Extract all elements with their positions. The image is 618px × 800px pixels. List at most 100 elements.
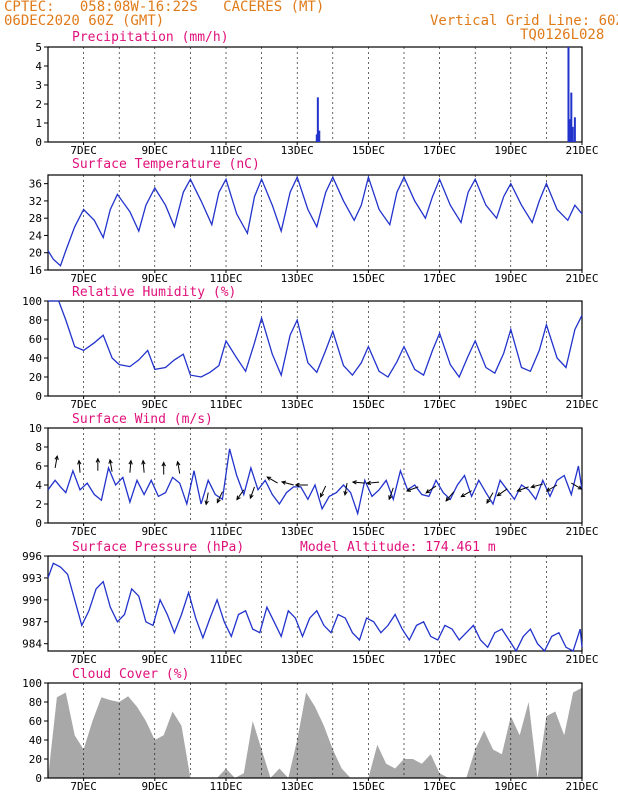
x-tick-label: 11DEC (209, 525, 242, 538)
precip-bar (316, 97, 319, 142)
panel-title: Surface Wind (m/s) (72, 412, 213, 427)
panel-frame (47, 174, 583, 271)
x-tick-label: 7DEC (70, 398, 97, 411)
y-tick-label: 0 (35, 136, 42, 149)
wind-arrow-head (204, 500, 209, 506)
x-tick-label: 19DEC (494, 780, 527, 793)
x-tick-label: 15DEC (352, 780, 385, 793)
wind-arrow (460, 490, 472, 498)
wind-arrow (517, 486, 529, 492)
series-line (47, 562, 583, 653)
wind-arrow (367, 481, 380, 484)
y-tick-label: 993 (22, 572, 42, 585)
x-tick-label: 21DEC (565, 398, 598, 411)
y-tick-label: 28 (29, 212, 42, 225)
x-tick-label: 19DEC (494, 272, 527, 285)
wind-arrow-head (161, 461, 166, 467)
wind-arrow (486, 492, 494, 504)
wind-arrow-head (141, 459, 146, 465)
wind-arrow-head (77, 459, 82, 465)
wind-arrow-head (577, 485, 583, 490)
x-tick-label: 21DEC (565, 144, 598, 157)
panel-frame (47, 555, 583, 652)
wind-arrow-head (294, 482, 300, 488)
x-tick-label: 15DEC (352, 144, 385, 157)
series-line (47, 448, 583, 516)
y-tick-label: 10 (29, 422, 42, 435)
panel-6 (44, 682, 583, 781)
panel-2 (44, 174, 583, 273)
x-tick-label: 13DEC (281, 144, 314, 157)
wind-arrow-head (95, 457, 101, 463)
wind-arrow (266, 476, 278, 484)
y-tick-label: 2 (35, 98, 42, 111)
x-tick-label: 13DEC (281, 525, 314, 538)
y-tick-label: 2 (35, 498, 42, 511)
x-tick-label: 21DEC (565, 780, 598, 793)
precip-bar (571, 126, 574, 142)
y-tick-label: 20 (29, 371, 42, 384)
panel-4 (44, 427, 583, 526)
panel-title: Cloud Cover (%) (72, 667, 189, 682)
wind-arrows (54, 454, 583, 506)
wind-arrow (142, 460, 145, 473)
panel-3 (44, 300, 583, 399)
wind-arrow-head (460, 493, 466, 498)
wind-arrow (497, 488, 508, 497)
wind-arrow (352, 481, 365, 484)
y-tick-label: 100 (22, 295, 42, 308)
wind-arrow-head (54, 454, 59, 461)
y-tick-label: 8 (35, 441, 42, 454)
precip-bar (567, 47, 570, 142)
x-tick-label: 11DEC (209, 780, 242, 793)
wind-arrow-head (108, 458, 113, 464)
y-tick-label: 20 (29, 753, 42, 766)
x-tick-label: 19DEC (494, 525, 527, 538)
wind-arrow (109, 459, 113, 472)
wind-arrow (571, 482, 582, 490)
wind-arrow-head (405, 487, 411, 492)
y-tick-label: 4 (35, 60, 42, 73)
wind-arrow-head (445, 496, 450, 502)
precip-bar (570, 92, 573, 142)
y-tick-label: 40 (29, 352, 42, 365)
x-tick-label: 17DEC (423, 272, 456, 285)
panel-1 (44, 46, 583, 145)
station-header: CPTEC: 058:08W-16:22S CACERES (MT) (4, 0, 325, 15)
y-tick-label: 24 (29, 229, 43, 242)
y-tick-label: 80 (29, 314, 42, 327)
panel-5 (44, 555, 583, 654)
y-tick-label: 36 (29, 178, 42, 191)
x-tick-label: 9DEC (142, 525, 169, 538)
y-tick-label: 1 (35, 117, 42, 130)
panel-title: Relative Humidity (%) (72, 285, 236, 300)
x-tick-label: 21DEC (565, 653, 598, 666)
y-tick-label: 990 (22, 594, 42, 607)
wind-arrow-head (365, 480, 372, 486)
wind-arrow (320, 485, 327, 498)
x-tick-label: 7DEC (70, 525, 97, 538)
wind-arrow (388, 487, 394, 500)
wind-arrow (531, 483, 543, 488)
wind-arrow-head (236, 495, 241, 501)
panel-frame (47, 682, 583, 779)
y-tick-label: 100 (22, 677, 42, 690)
wind-arrow-head (545, 487, 551, 492)
x-tick-label: 11DEC (209, 653, 242, 666)
wind-arrow (425, 485, 437, 494)
x-tick-label: 17DEC (423, 653, 456, 666)
y-tick-label: 987 (22, 616, 42, 629)
x-tick-label: 9DEC (142, 398, 169, 411)
y-tick-label: 4 (35, 479, 42, 492)
x-tick-label: 15DEC (352, 653, 385, 666)
wind-arrow-head (128, 459, 133, 465)
y-tick-label: 6 (35, 460, 42, 473)
x-tick-label: 9DEC (142, 144, 169, 157)
grid-note: Vertical Grid Line: 60Z (430, 13, 618, 29)
y-tick-label: 60 (29, 333, 42, 346)
cloud-cover-area (48, 687, 582, 778)
x-tick-label: 15DEC (352, 398, 385, 411)
y-tick-label: 20 (29, 247, 42, 260)
x-tick-label: 9DEC (142, 780, 169, 793)
